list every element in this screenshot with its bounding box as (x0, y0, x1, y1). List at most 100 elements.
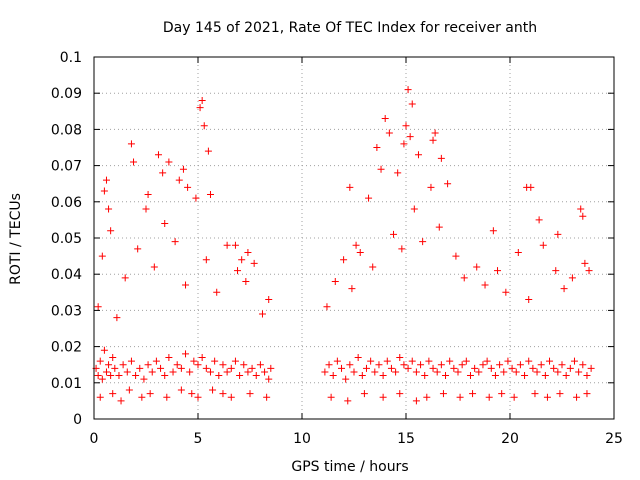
data-point (192, 194, 200, 202)
data-point (521, 372, 529, 380)
data-point (427, 183, 435, 191)
data-point (550, 364, 558, 372)
data-point (340, 256, 348, 264)
data-point (109, 390, 117, 398)
data-point (331, 277, 339, 285)
data-point (127, 140, 135, 148)
data-point (425, 357, 433, 365)
data-point (219, 390, 227, 398)
data-point (144, 191, 152, 199)
data-point (96, 357, 104, 365)
data-point (402, 122, 410, 130)
data-point (502, 288, 510, 296)
data-point (469, 390, 477, 398)
data-point (525, 296, 533, 304)
data-point (491, 372, 499, 380)
data-point (327, 393, 335, 401)
data-point (140, 375, 148, 383)
grid (94, 57, 614, 419)
data-point (215, 372, 223, 380)
data-point (406, 133, 414, 141)
data-point (562, 372, 570, 380)
data-point (371, 368, 379, 376)
data-point (483, 357, 491, 365)
data-point (248, 364, 256, 372)
data-point (344, 397, 352, 405)
data-point (439, 390, 447, 398)
data-point (554, 368, 562, 376)
data-point (466, 372, 474, 380)
data-point (107, 372, 115, 380)
data-point (510, 393, 518, 401)
data-point (236, 372, 244, 380)
data-point (475, 368, 483, 376)
data-point (165, 353, 173, 361)
data-point (498, 390, 506, 398)
data-point (173, 361, 181, 369)
data-point (265, 375, 273, 383)
data-point (250, 259, 258, 267)
x-tick-label: 25 (605, 431, 623, 447)
data-point (579, 212, 587, 220)
data-point (583, 372, 591, 380)
data-point (121, 274, 129, 282)
data-point (358, 372, 366, 380)
data-point (581, 259, 589, 267)
data-point (115, 372, 123, 380)
data-point (387, 364, 395, 372)
data-point (385, 129, 393, 137)
data-point (444, 180, 452, 188)
data-point (500, 368, 508, 376)
data-point (231, 241, 239, 249)
data-point (442, 372, 450, 380)
data-point (437, 361, 445, 369)
data-point (190, 357, 198, 365)
data-point (165, 158, 173, 166)
data-point (152, 357, 160, 365)
data-point (182, 281, 190, 289)
data-point (177, 386, 185, 394)
data-point (421, 372, 429, 380)
data-point (508, 364, 516, 372)
data-point (400, 140, 408, 148)
data-point (412, 397, 420, 405)
data-point (429, 136, 437, 144)
data-point (113, 314, 121, 322)
data-point (338, 364, 346, 372)
data-point (188, 390, 196, 398)
data-point (321, 368, 329, 376)
data-point (125, 386, 133, 394)
data-point (531, 390, 539, 398)
data-point (265, 296, 273, 304)
data-point (496, 361, 504, 369)
data-point (200, 122, 208, 130)
data-point (132, 372, 140, 380)
data-point (154, 151, 162, 159)
data-point (242, 277, 250, 285)
data-point (206, 368, 214, 376)
x-tick-label: 15 (397, 431, 415, 447)
data-point (352, 241, 360, 249)
data-point (383, 357, 391, 365)
data-point (346, 361, 354, 369)
data-point (585, 267, 593, 275)
data-point (136, 364, 144, 372)
data-point (419, 238, 427, 246)
data-point (514, 248, 522, 256)
data-point (346, 183, 354, 191)
data-point (238, 256, 246, 264)
data-point (256, 361, 264, 369)
y-tick-labels: 0 0.01 0.02 0.03 0.04 0.05 0.06 0.07 0.08 0.09 0.1 (51, 50, 82, 428)
data-point (527, 183, 535, 191)
data-point (369, 263, 377, 271)
data-point (234, 267, 242, 275)
data-points (92, 86, 595, 405)
data-point (142, 205, 150, 213)
y-tick-label: 0.07 (51, 159, 82, 175)
data-point (504, 357, 512, 365)
data-point (98, 252, 106, 260)
data-point (163, 393, 171, 401)
data-point (98, 375, 106, 383)
data-point (546, 357, 554, 365)
data-point (175, 176, 183, 184)
